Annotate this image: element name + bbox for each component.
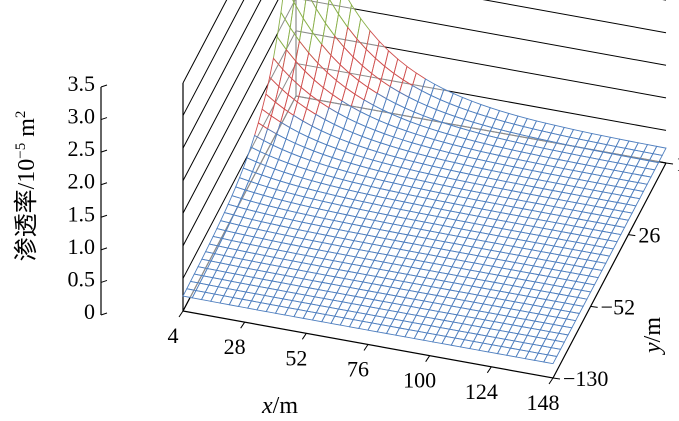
x-tick-label: 4 [168, 323, 179, 348]
z-tick-label: 0.5 [68, 266, 96, 291]
x-tick-label: 76 [347, 357, 369, 382]
z-tick-label: 1.5 [68, 201, 96, 226]
x-tick-label: 28 [224, 334, 246, 359]
x-axis-label: x/m [261, 393, 298, 419]
x-tick-mark [363, 344, 369, 351]
y-axis-label: y/m [640, 317, 666, 355]
z-tick-label: 3.5 [68, 71, 96, 96]
x-tick-mark [548, 377, 554, 385]
z-tick-mark [100, 247, 108, 251]
z-tick-label: 3.0 [68, 104, 96, 129]
z-axis-label: 渗透率/10−5 m2 [13, 111, 40, 262]
x-tick-label: 52 [285, 345, 307, 370]
back-gridline [182, 0, 667, 149]
y-tick-mark [552, 377, 561, 380]
z-tick-label: 2.0 [68, 169, 96, 194]
back-gridline [182, 0, 245, 116]
x-tick-mark [240, 321, 246, 329]
back-gridline [182, 0, 667, 214]
z-tick-label: 2.5 [68, 136, 96, 161]
z-tick-mark [100, 312, 108, 316]
z-tick-mark [100, 149, 108, 153]
surface-mesh [182, 0, 667, 365]
z-tick-label: 1.0 [68, 234, 96, 259]
y-tick-label: −52 [601, 294, 635, 319]
back-gridline [182, 0, 228, 84]
surface-cell [543, 354, 558, 365]
tick-labels: 0 0.5 1.0 1.5 2.0 2.5 3.0 3.5 4 28 52 76 100 124 148 10… [68, 71, 679, 415]
x-tick-mark [486, 366, 492, 374]
x-tick-label: 124 [465, 379, 498, 404]
z-tick-label: 0 [84, 299, 95, 324]
y-tick-mark [628, 234, 636, 237]
back-gridline [182, 0, 667, 181]
x-tick-mark [301, 333, 307, 340]
y-tick-label: −130 [563, 366, 608, 391]
y-tick-label: 26 [638, 223, 660, 248]
z-tick-mark [100, 117, 108, 121]
z-tick-mark [100, 84, 108, 88]
x-tick-label: 148 [527, 390, 560, 415]
z-tick-mark [100, 279, 108, 283]
z-tick-mark [100, 182, 108, 186]
x-tick-mark [425, 355, 431, 362]
y-tick-label: 104 [676, 151, 679, 176]
x-tick-label: 100 [403, 368, 436, 393]
x-tick-mark [178, 310, 184, 318]
y-tick-mark [590, 305, 598, 308]
z-tick-mark [100, 214, 108, 218]
y-tick-mark [665, 162, 674, 165]
